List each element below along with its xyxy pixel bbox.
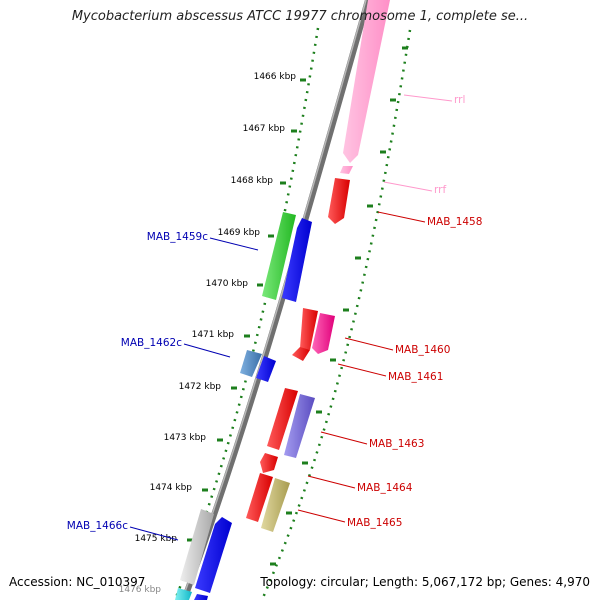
gene-mab-1466c-gray[interactable] (180, 509, 214, 585)
tick-label: 1474 kbp (150, 483, 193, 493)
gene-mab-1463[interactable] (284, 394, 315, 458)
leader-line-mab-1459c (209, 237, 259, 251)
gene-label-rrf[interactable]: rrf (434, 184, 446, 196)
gene-partial-blue[interactable] (194, 594, 208, 600)
gene-label-mab-1464[interactable]: MAB_1464 (357, 482, 413, 494)
gene-mab-1464[interactable] (260, 453, 278, 473)
leader-line-mab-1461 (337, 363, 387, 377)
gene-mab-1465-red[interactable] (246, 473, 273, 522)
gene-rrf[interactable] (340, 166, 353, 174)
gene-label-mab-1465[interactable]: MAB_1465 (347, 517, 402, 529)
leader-line-mab-1460 (344, 337, 394, 351)
leader-line-mab-1465 (297, 509, 346, 523)
tick-label: 1469 kbp (218, 228, 261, 238)
leader-line-mab-1462c (183, 343, 231, 358)
leader-line-mab-1464 (307, 475, 356, 489)
gene-mab-1460-arrow[interactable] (292, 347, 310, 361)
tick-label: 1476 kbp (119, 585, 162, 595)
tick-label: 1475 kbp (135, 534, 178, 544)
gene-label-mab-1462c[interactable]: MAB_1462c (121, 337, 182, 349)
gene-rrl[interactable] (343, 0, 390, 163)
gene-label-mab-1458[interactable]: MAB_1458 (427, 216, 482, 228)
tick-label: 1472 kbp (179, 382, 222, 392)
tick-label: 1471 kbp (192, 330, 235, 340)
accession-label: Accession: NC_010397 (9, 575, 146, 589)
gene-label-mab-1466c[interactable]: MAB_1466c (67, 520, 128, 532)
genome-summary: Topology: circular; Length: 5,067,172 bp… (260, 575, 590, 589)
gene-mab-1459c[interactable] (282, 218, 312, 302)
leader-line-rrf (383, 181, 433, 192)
gene-label-mab-1463[interactable]: MAB_1463 (369, 438, 424, 450)
map-title: Mycobacterium abscessus ATCC 19977 chrom… (71, 9, 529, 24)
gene-mab-1465[interactable] (261, 478, 290, 532)
tick-label: 1467 kbp (243, 124, 286, 134)
tick-label: 1470 kbp (206, 279, 249, 289)
tick-label: 1466 kbp (254, 72, 297, 82)
leader-line-mab-1463 (320, 431, 368, 445)
leader-line-mab-1466c (129, 526, 179, 541)
gene-mab-1462c-steel[interactable] (240, 350, 262, 377)
gene-label-mab-1460[interactable]: MAB_1460 (395, 344, 450, 356)
gene-label-mab-1461[interactable]: MAB_1461 (388, 371, 443, 383)
gene-mab-1458[interactable] (328, 178, 350, 224)
tick-label: 1473 kbp (164, 433, 207, 443)
forward-strand-ruler (173, 27, 320, 600)
gene-partial-cyan[interactable] (175, 588, 192, 600)
gene-mab-1463-red[interactable] (267, 388, 298, 450)
leader-line-mab-1458 (377, 211, 426, 223)
outer-major-ticks (270, 46, 408, 566)
gene-mab-1462c[interactable] (256, 356, 276, 382)
gene-label-mab-1459c[interactable]: MAB_1459c (147, 231, 208, 243)
inner-major-ticks (187, 78, 306, 542)
gene-mab-1461[interactable] (312, 313, 335, 354)
gene-mab-1466c[interactable] (195, 517, 232, 593)
gene-label-rrl[interactable]: rrl (454, 94, 465, 106)
gene-mab-1459c-green[interactable] (262, 212, 296, 300)
tick-label: 1468 kbp (231, 176, 274, 186)
leader-line-rrl (403, 94, 453, 102)
gene-mab-1460[interactable] (300, 308, 318, 350)
